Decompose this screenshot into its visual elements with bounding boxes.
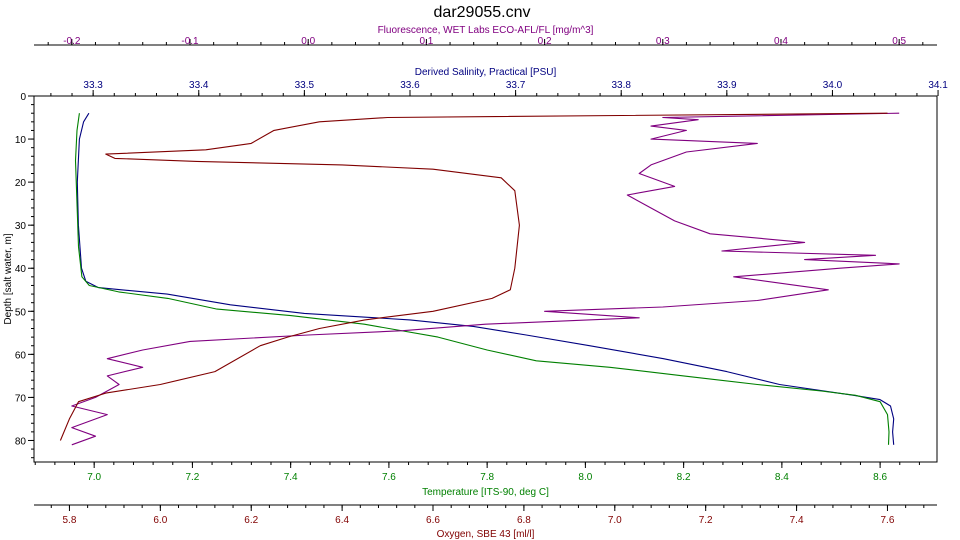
tick-label-depth: 20 [15, 178, 27, 189]
series-line-oxygen [59, 112, 888, 441]
tick-label-salinity: 33.9 [717, 80, 737, 91]
chart-title: dar29055.cnv [434, 4, 531, 21]
tick-label-oxygen: 6.2 [244, 515, 258, 526]
tick-label-depth: 0 [20, 92, 26, 103]
axis-salinity: 33.3 33.4 33.5 33.6 33.7 33.8 33.9 34.0 34.1 Deri… [34, 67, 948, 97]
tick-label-fluorescence: -0.1 [181, 36, 199, 47]
tick-label-salinity: 33.6 [400, 80, 420, 91]
axis-depth: 0 10 20 30 40 50 60 70 80 Depth [salt water, m] [3, 92, 34, 459]
tick-label-salinity: 33.3 [83, 80, 103, 91]
axis-title-oxygen: Oxygen, SBE 43 [ml/l] [437, 529, 535, 540]
tick-label-salinity: 34.0 [823, 80, 843, 91]
tick-label-salinity: 33.5 [295, 80, 315, 91]
series-line-salinity [76, 112, 895, 445]
tick-label-oxygen: 7.0 [608, 515, 622, 526]
tick-label-fluorescence: -0.2 [63, 36, 81, 47]
tick-label-fluorescence: 0.3 [656, 36, 670, 47]
axis-oxygen: 5.8 6.0 6.2 6.4 6.6 6.8 7.0 7.2 7.4 7.6 Oxygen, SB… [34, 504, 937, 540]
tick-label-salinity: 33.4 [189, 80, 209, 91]
tick-label-temperature: 7.4 [284, 472, 298, 483]
axis-temperature: 7.0 7.2 7.4 7.6 7.8 8.0 8.2 8.4 8.6 Temperature [… [34, 461, 937, 498]
axis-title-fluorescence: Fluorescence, WET Labs ECO-AFL/FL [mg/m^… [378, 25, 594, 36]
tick-label-temperature: 7.8 [480, 472, 494, 483]
tick-label-oxygen: 6.4 [335, 515, 349, 526]
tick-label-oxygen: 5.8 [62, 515, 76, 526]
tick-label-oxygen: 6.0 [153, 515, 167, 526]
series-layer [59, 112, 900, 446]
series-line-temperature [74, 113, 890, 445]
tick-label-depth: 10 [15, 135, 27, 146]
tick-label-salinity: 34.1 [928, 80, 948, 91]
tick-label-fluorescence: 0.5 [892, 36, 906, 47]
tick-label-fluorescence: 0.0 [301, 36, 315, 47]
tick-label-oxygen: 7.6 [881, 515, 895, 526]
axis-title-temperature: Temperature [ITS-90, deg C] [422, 487, 549, 498]
tick-label-temperature: 8.2 [677, 472, 691, 483]
tick-label-depth: 80 [15, 436, 27, 447]
axes-layer: -0.2 -0.1 0.0 0.1 0.2 0.3 0.4 0.5 Fluorescence, … [3, 25, 948, 540]
tick-label-salinity: 33.8 [611, 80, 631, 91]
tick-label-fluorescence: 0.4 [774, 36, 788, 47]
tick-label-oxygen: 7.4 [790, 515, 804, 526]
tick-label-depth: 50 [15, 307, 27, 318]
tick-label-depth: 40 [15, 264, 27, 275]
tick-label-temperature: 8.4 [775, 472, 789, 483]
tick-label-temperature: 8.6 [873, 472, 887, 483]
tick-label-temperature: 7.6 [382, 472, 396, 483]
axis-fluorescence: -0.2 -0.1 0.0 0.1 0.2 0.3 0.4 0.5 Fluorescence, … [34, 25, 937, 47]
tick-label-oxygen: 6.8 [517, 515, 531, 526]
tick-label-depth: 30 [15, 221, 27, 232]
tick-label-fluorescence: 0.2 [538, 36, 552, 47]
tick-label-depth: 70 [15, 393, 27, 404]
tick-label-depth: 60 [15, 350, 27, 361]
tick-label-temperature: 7.0 [87, 472, 101, 483]
tick-label-fluorescence: 0.1 [419, 36, 433, 47]
axis-title-salinity: Derived Salinity, Practical [PSU] [415, 67, 557, 78]
tick-label-oxygen: 6.6 [426, 515, 440, 526]
axis-title-depth: Depth [salt water, m] [3, 233, 14, 324]
tick-label-salinity: 33.7 [506, 80, 526, 91]
tick-label-oxygen: 7.2 [699, 515, 713, 526]
series-line-fluorescence [71, 112, 900, 446]
tick-label-temperature: 8.0 [578, 472, 592, 483]
tick-label-temperature: 7.2 [185, 472, 199, 483]
